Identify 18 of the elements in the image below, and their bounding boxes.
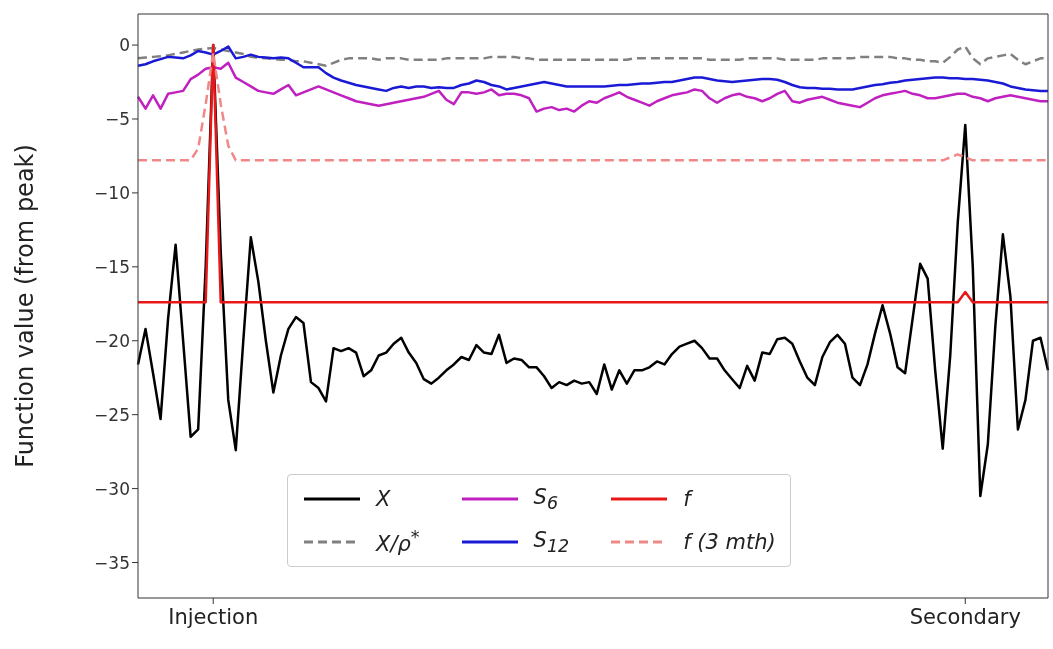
x-tick-label: Injection <box>168 605 259 629</box>
y-tick-label: −5 <box>104 109 130 130</box>
legend-label: S$_{6}$ <box>533 485 559 514</box>
legend-label: S$_{12}$ <box>533 527 570 556</box>
y-tick-label: 0 <box>119 35 130 56</box>
legend-label: X <box>376 487 391 512</box>
y-axis-title: Function value (from peak) <box>10 144 39 468</box>
line-series <box>136 61 1050 113</box>
y-tick-label: −10 <box>94 182 130 203</box>
y-tick-label: −20 <box>94 330 130 351</box>
y-tick-label: −25 <box>94 404 130 425</box>
x-tick-label: Secondary <box>909 605 1021 629</box>
y-tick-label: −30 <box>94 478 130 499</box>
legend-label: X/ρ$^{*}$ <box>376 527 420 557</box>
line-series <box>136 45 1050 93</box>
y-tick-label: −15 <box>94 256 130 277</box>
y-tick-label: −35 <box>94 552 130 573</box>
legend-label: f (3 mth) <box>683 529 776 554</box>
